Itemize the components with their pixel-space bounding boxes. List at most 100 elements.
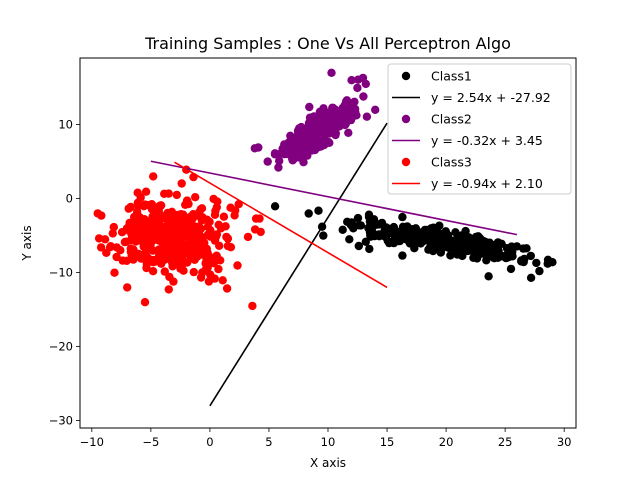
data-point xyxy=(532,258,541,268)
data-point xyxy=(377,218,387,228)
data-point xyxy=(196,273,206,282)
data-point xyxy=(160,267,169,276)
legend-label: Class3 xyxy=(431,155,472,170)
legend-marker xyxy=(401,114,411,124)
data-point xyxy=(248,301,257,311)
data-point xyxy=(112,252,121,262)
data-point xyxy=(331,113,340,123)
data-point xyxy=(535,266,544,276)
data-point xyxy=(465,242,474,251)
legend-label: y = 2.54x + -27.92 xyxy=(431,90,551,105)
data-point xyxy=(133,188,142,197)
series-line xyxy=(150,160,518,236)
y-tick-label: 10 xyxy=(58,118,73,132)
data-point xyxy=(364,210,374,219)
data-point xyxy=(263,157,272,166)
data-point xyxy=(519,244,528,253)
data-point xyxy=(205,230,214,239)
data-point xyxy=(314,206,323,215)
data-point xyxy=(172,190,181,200)
data-point xyxy=(143,229,152,239)
data-point xyxy=(177,179,186,188)
data-point xyxy=(365,217,375,226)
data-point xyxy=(154,245,163,254)
data-point xyxy=(214,264,223,274)
data-point xyxy=(193,232,202,241)
legend-label: y = -0.94x + 2.10 xyxy=(431,176,543,191)
legend-entry: Class2 xyxy=(401,112,472,127)
data-point xyxy=(106,242,115,251)
data-point xyxy=(354,221,364,230)
data-point xyxy=(161,224,170,233)
data-point xyxy=(205,217,214,226)
data-point xyxy=(230,211,239,220)
data-point xyxy=(395,236,405,246)
data-point xyxy=(427,224,436,233)
data-point xyxy=(193,240,202,249)
data-point xyxy=(365,228,375,237)
data-point xyxy=(160,189,169,198)
data-point xyxy=(446,251,455,260)
x-tick-label: −10 xyxy=(80,435,104,449)
data-point xyxy=(305,140,314,149)
data-point xyxy=(422,229,431,238)
data-point xyxy=(338,225,347,234)
data-point xyxy=(102,248,111,257)
data-point xyxy=(100,235,110,244)
data-point xyxy=(294,138,303,147)
x-tick-label: 25 xyxy=(498,435,513,449)
data-point xyxy=(354,241,363,251)
data-point xyxy=(548,258,557,267)
data-point xyxy=(195,208,204,217)
data-point xyxy=(288,155,298,164)
data-point xyxy=(212,251,221,260)
data-point xyxy=(148,267,158,276)
data-point xyxy=(219,212,229,221)
legend-label: Class2 xyxy=(431,112,472,127)
data-point xyxy=(270,150,280,159)
data-point xyxy=(286,131,295,140)
y-tick-label: 0 xyxy=(66,192,73,206)
data-point xyxy=(142,237,151,247)
data-point xyxy=(147,221,157,230)
data-point xyxy=(136,254,146,263)
data-point xyxy=(398,212,407,222)
data-point xyxy=(319,126,328,135)
data-point xyxy=(123,283,132,292)
data-point xyxy=(183,258,192,267)
y-axis-label: Y axis xyxy=(20,225,34,261)
data-point xyxy=(407,234,416,243)
data-point xyxy=(131,228,141,237)
series-line xyxy=(209,122,388,407)
data-point xyxy=(359,92,368,101)
data-point xyxy=(517,256,526,265)
data-point xyxy=(447,239,456,248)
chart-title: Training Samples : One Vs All Perceptron… xyxy=(144,34,511,53)
data-point xyxy=(418,237,427,246)
data-point xyxy=(124,204,133,213)
data-point xyxy=(222,232,231,242)
data-point xyxy=(305,102,314,112)
data-point xyxy=(347,76,356,85)
data-point xyxy=(319,231,328,240)
legend-entry: y = -0.32x + 3.45 xyxy=(392,133,543,148)
data-point xyxy=(327,68,336,78)
data-point xyxy=(414,228,423,237)
data-point xyxy=(110,268,119,277)
data-point xyxy=(347,218,356,227)
data-point xyxy=(133,198,142,207)
y-tick-label: −20 xyxy=(49,340,73,354)
data-point xyxy=(108,229,118,238)
legend: Class1 y = 2.54x + -27.92 Class2 y = -0.32x… xyxy=(387,63,572,195)
data-point xyxy=(197,250,207,259)
data-point xyxy=(309,116,318,125)
data-point xyxy=(211,206,220,216)
data-point xyxy=(255,214,264,223)
legend-entry: Class1 xyxy=(401,69,472,84)
y-tick-label: −10 xyxy=(49,266,73,280)
data-point xyxy=(345,235,354,244)
data-point xyxy=(304,209,313,218)
data-point xyxy=(129,255,138,264)
data-point xyxy=(352,111,361,120)
data-point xyxy=(389,227,398,236)
